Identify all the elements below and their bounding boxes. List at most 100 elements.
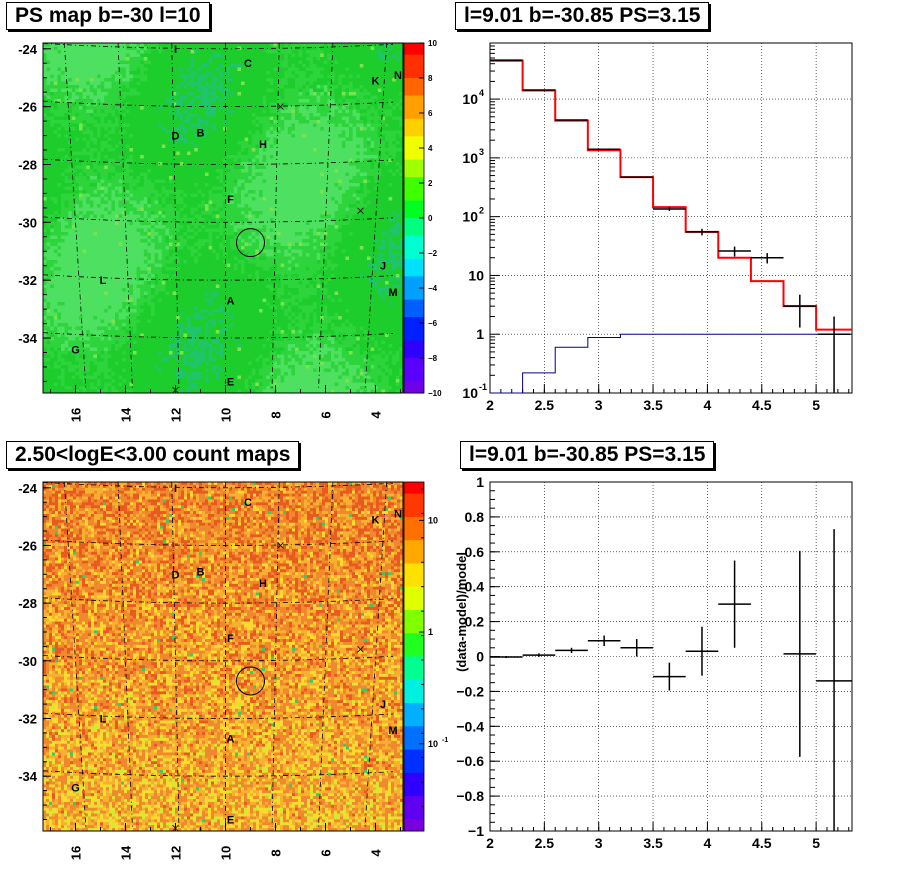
map-pixel (54, 379, 58, 383)
map-pixel (43, 173, 47, 177)
map-pixel (97, 267, 101, 271)
map-pixel (122, 295, 126, 299)
map-pixel (83, 180, 87, 184)
map-pixel (97, 166, 101, 170)
map-pixel (50, 166, 54, 170)
map-pixel (115, 183, 119, 187)
map-pixel (108, 190, 112, 194)
map-pixel (43, 204, 47, 208)
map-pixel (119, 260, 123, 264)
map-pixel (57, 68, 61, 72)
map-pixel (90, 309, 94, 313)
map-pixel (111, 106, 115, 110)
map-pixel (50, 292, 54, 296)
map-pixel (101, 64, 105, 68)
map-pixel (108, 323, 112, 327)
map-pixel (119, 309, 123, 313)
map-pixel (72, 64, 76, 68)
map-pixel (97, 369, 101, 373)
map-pixel (43, 211, 47, 215)
map-pixel (97, 71, 101, 75)
map-pixel (97, 257, 101, 261)
map-pixel (83, 120, 87, 124)
map-pixel (65, 236, 69, 240)
map-pixel (79, 183, 83, 187)
map-pixel (47, 355, 51, 359)
map-pixel (111, 313, 115, 317)
map-pixel (79, 365, 83, 369)
map-pixel (54, 285, 58, 289)
map-pixel (65, 267, 69, 271)
map-pixel (115, 271, 119, 275)
map-pixel (61, 204, 65, 208)
map-pixel (61, 386, 65, 390)
map-pixel (104, 148, 108, 152)
map-pixel (47, 358, 51, 362)
map-pixel (86, 57, 90, 61)
map-pixel (97, 124, 101, 128)
map-pixel (54, 68, 58, 72)
map-pixel (50, 250, 54, 254)
map-pixel (79, 379, 83, 383)
map-pixel (115, 358, 119, 362)
map-pixel (97, 138, 101, 142)
map-pixel (104, 166, 108, 170)
map-pixel (79, 155, 83, 159)
map-pixel (93, 61, 97, 65)
map-pixel (90, 369, 94, 373)
map-pixel (79, 239, 83, 243)
map-pixel (93, 365, 97, 369)
map-pixel (126, 57, 130, 61)
map-pixel (50, 180, 54, 184)
map-pixel (75, 267, 79, 271)
map-pixel (90, 92, 94, 96)
map-pixel (97, 113, 101, 117)
map-pixel (119, 386, 123, 390)
map-pixel (68, 47, 72, 51)
map-pixel (43, 68, 47, 72)
map-pixel (115, 306, 119, 310)
map-pixel (122, 127, 126, 131)
map-pixel (93, 131, 97, 135)
map-pixel (47, 117, 51, 121)
map-pixel (90, 341, 94, 345)
map-pixel (101, 50, 105, 54)
map-pixel (86, 159, 90, 163)
map-pixel (57, 78, 61, 82)
map-pixel (115, 330, 119, 334)
map-pixel (83, 260, 87, 264)
map-pixel (97, 348, 101, 352)
map-pixel (108, 50, 112, 54)
map-pixel (79, 110, 83, 114)
map-pixel (61, 351, 65, 355)
map-pixel (57, 239, 61, 243)
map-pixel (72, 372, 76, 376)
map-pixel (47, 110, 51, 114)
map-pixel (75, 320, 79, 324)
map-pixel (86, 218, 90, 222)
map-pixel (83, 232, 87, 236)
map-pixel (83, 148, 87, 152)
map-pixel (75, 43, 79, 47)
map-pixel (54, 267, 58, 271)
map-pixel (111, 365, 115, 369)
map-pixel (72, 106, 76, 110)
map-pixel (79, 358, 83, 362)
map-pixel (47, 138, 51, 142)
map-pixel (47, 215, 51, 219)
map-pixel (104, 197, 108, 201)
map-pixel (75, 124, 79, 128)
map-pixel (93, 113, 97, 117)
map-pixel (90, 78, 94, 82)
map-pixel (57, 117, 61, 121)
map-pixel (47, 334, 51, 338)
map-pixel (108, 253, 112, 257)
map-pixel (68, 383, 72, 387)
ps-map-panel: ICK ND BHFJLMAGE16 14 12 10 8 6 4-24-26-28-30-32… (18, 39, 442, 422)
map-pixel (57, 113, 61, 117)
map-pixel (86, 222, 90, 226)
map-pixel (57, 176, 61, 180)
map-pixel (119, 96, 123, 100)
map-pixel (93, 50, 97, 54)
map-pixel (108, 365, 112, 369)
